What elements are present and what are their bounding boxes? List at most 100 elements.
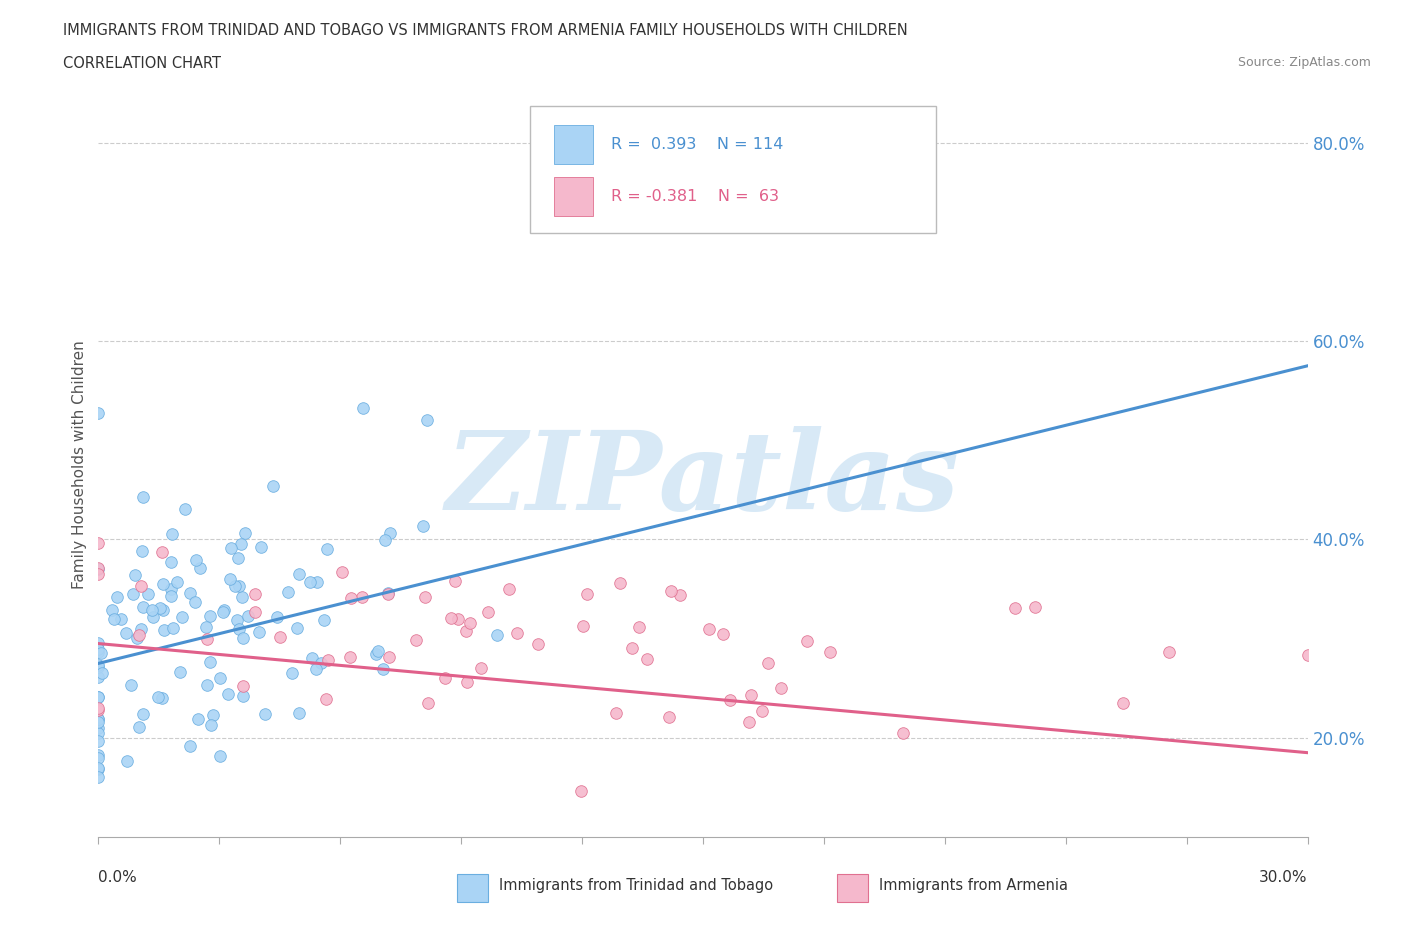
Point bbox=[377, 585, 399, 600]
Point bbox=[115, 753, 138, 768]
Point bbox=[217, 687, 239, 702]
Point bbox=[87, 644, 110, 659]
Point bbox=[146, 689, 169, 704]
Point bbox=[91, 666, 114, 681]
Point bbox=[142, 609, 165, 624]
Point bbox=[87, 635, 110, 650]
Point bbox=[184, 595, 207, 610]
Point bbox=[669, 588, 692, 603]
Point bbox=[756, 655, 779, 670]
Point bbox=[416, 696, 439, 711]
Text: Immigrants from Trinidad and Tobago: Immigrants from Trinidad and Tobago bbox=[499, 878, 773, 893]
Point bbox=[440, 610, 463, 625]
Point bbox=[315, 691, 337, 706]
Point bbox=[87, 642, 110, 657]
Point bbox=[443, 574, 465, 589]
Point bbox=[169, 664, 191, 679]
Point bbox=[132, 490, 155, 505]
Point bbox=[174, 502, 197, 517]
Point bbox=[477, 604, 499, 619]
Point bbox=[141, 603, 163, 618]
Point bbox=[352, 401, 374, 416]
Point bbox=[87, 690, 110, 705]
Y-axis label: Family Households with Children: Family Households with Children bbox=[72, 340, 87, 590]
Point bbox=[200, 718, 222, 733]
Point bbox=[1296, 647, 1319, 662]
Point bbox=[152, 545, 174, 560]
Point bbox=[316, 541, 339, 556]
Point bbox=[309, 656, 332, 671]
Point bbox=[658, 710, 681, 724]
Point bbox=[219, 541, 242, 556]
Point bbox=[152, 577, 174, 591]
Point bbox=[506, 625, 529, 640]
Point bbox=[718, 693, 741, 708]
Point bbox=[236, 609, 259, 624]
Point bbox=[128, 719, 150, 734]
FancyBboxPatch shape bbox=[554, 177, 593, 216]
Point bbox=[307, 575, 329, 590]
Text: 0.0%: 0.0% bbox=[98, 870, 138, 884]
Point bbox=[454, 624, 477, 639]
Point bbox=[162, 621, 184, 636]
Point bbox=[458, 616, 481, 631]
Point bbox=[212, 604, 235, 619]
Point bbox=[367, 644, 389, 658]
Point bbox=[87, 711, 110, 726]
Text: IMMIGRANTS FROM TRINIDAD AND TOBAGO VS IMMIGRANTS FROM ARMENIA FAMILY HOUSEHOLDS: IMMIGRANTS FROM TRINIDAD AND TOBAGO VS I… bbox=[63, 23, 908, 38]
Point bbox=[413, 590, 436, 604]
Text: Immigrants from Armenia: Immigrants from Armenia bbox=[879, 878, 1067, 893]
Point bbox=[201, 707, 224, 722]
Point bbox=[172, 609, 194, 624]
Point bbox=[1157, 644, 1180, 659]
Point bbox=[377, 587, 399, 602]
Point bbox=[456, 674, 478, 689]
Point bbox=[87, 711, 110, 726]
Point bbox=[262, 479, 284, 494]
Point bbox=[132, 707, 155, 722]
Point bbox=[796, 633, 818, 648]
Point bbox=[214, 603, 236, 618]
Text: ZIPatlas: ZIPatlas bbox=[446, 426, 960, 534]
Point bbox=[152, 603, 174, 618]
Point bbox=[122, 587, 145, 602]
Point bbox=[179, 738, 201, 753]
Point bbox=[770, 680, 793, 695]
Point bbox=[340, 591, 363, 605]
Point bbox=[405, 632, 427, 647]
Point bbox=[195, 620, 218, 635]
Point bbox=[243, 587, 266, 602]
Point bbox=[316, 652, 339, 667]
Point bbox=[87, 751, 110, 765]
Point bbox=[159, 589, 181, 604]
Point bbox=[373, 661, 395, 676]
Point bbox=[378, 525, 401, 540]
Point bbox=[87, 714, 110, 729]
Point bbox=[87, 762, 110, 777]
Point bbox=[87, 701, 110, 716]
Point bbox=[243, 604, 266, 619]
Point bbox=[287, 620, 309, 635]
Point bbox=[87, 405, 110, 420]
Point bbox=[412, 519, 434, 534]
Point bbox=[697, 621, 720, 636]
FancyBboxPatch shape bbox=[530, 106, 936, 232]
Point bbox=[470, 660, 492, 675]
Point bbox=[87, 670, 110, 684]
Point bbox=[433, 671, 456, 685]
Point bbox=[110, 612, 132, 627]
Point bbox=[166, 575, 188, 590]
Text: CORRELATION CHART: CORRELATION CHART bbox=[63, 56, 221, 71]
Point bbox=[305, 662, 328, 677]
Point bbox=[301, 651, 323, 666]
Point bbox=[195, 678, 218, 693]
Point bbox=[198, 654, 221, 669]
Point bbox=[277, 585, 299, 600]
Text: R =  0.393    N = 114: R = 0.393 N = 114 bbox=[612, 137, 783, 152]
Point bbox=[330, 565, 353, 579]
Point bbox=[105, 590, 128, 604]
Point bbox=[160, 526, 183, 541]
Point bbox=[527, 637, 550, 652]
Point bbox=[103, 612, 125, 627]
Point bbox=[208, 670, 231, 684]
